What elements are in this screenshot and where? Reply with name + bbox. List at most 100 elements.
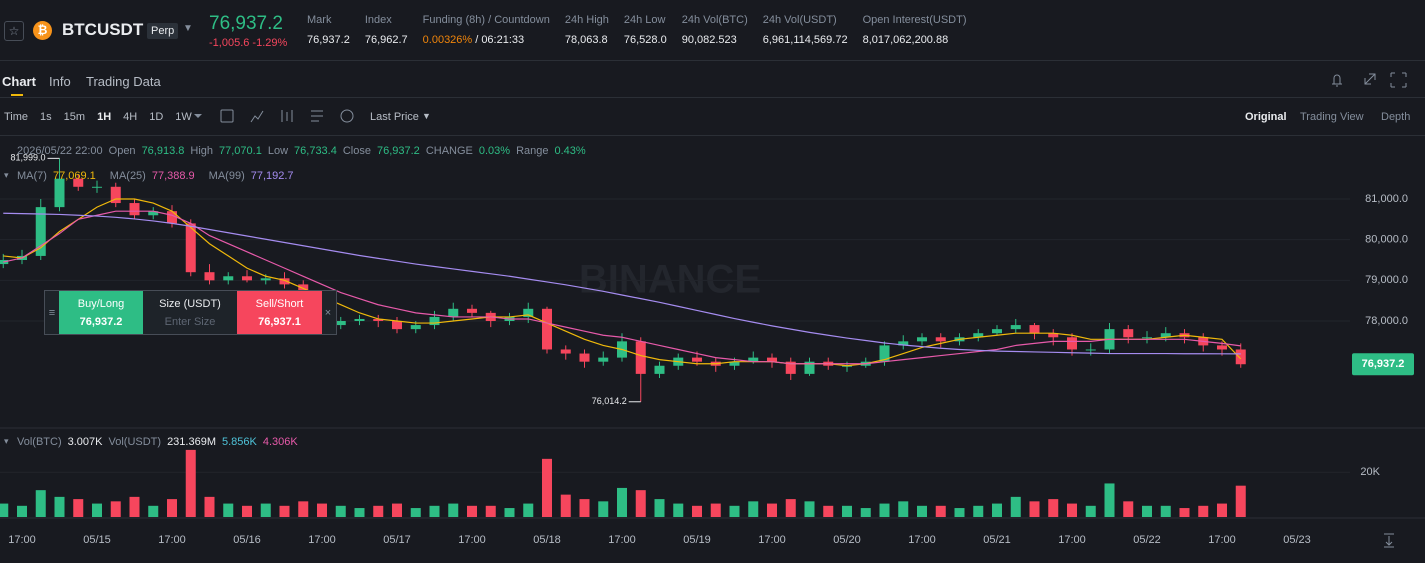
legend-text: 76,913.8 xyxy=(141,145,185,157)
candle-body xyxy=(1010,325,1021,330)
volume-bar xyxy=(692,505,702,517)
tab[interactable]: Chart xyxy=(2,74,36,89)
candle-icon[interactable] xyxy=(281,110,293,122)
buy-label: Buy/Long xyxy=(77,297,125,310)
stat-value: / 06:21:33 xyxy=(475,34,525,46)
ma-line xyxy=(3,210,1241,365)
view[interactable]: Depth xyxy=(1381,111,1411,123)
stat-value: 78,063.8 xyxy=(564,34,608,46)
view[interactable]: Original xyxy=(1245,111,1287,123)
x-tick-label: 17:00 xyxy=(308,534,336,546)
volume-bar xyxy=(1048,499,1059,517)
fullscreen-icon[interactable] xyxy=(1390,72,1407,88)
bell-icon[interactable] xyxy=(1332,74,1342,87)
toolbar-icons xyxy=(194,109,354,123)
candle-body xyxy=(54,178,65,208)
interval[interactable]: 1H xyxy=(97,111,112,123)
volume-bar xyxy=(1198,505,1209,517)
volume-bar xyxy=(92,503,102,517)
expand-icon[interactable] xyxy=(1364,73,1376,85)
close-widget[interactable]: × xyxy=(324,306,332,319)
candle-body xyxy=(523,308,534,317)
chart-type-icon[interactable] xyxy=(250,110,264,123)
volume-bar xyxy=(523,503,534,517)
interval[interactable]: 1D xyxy=(149,111,164,123)
stat: Open Interest(USDT) 8,017,062,200.88 xyxy=(863,14,967,46)
indicator-icon[interactable] xyxy=(220,109,234,123)
ma-value: 77,388.9 xyxy=(151,170,195,182)
stat: 24h Low 76,528.0 xyxy=(624,14,667,46)
legend-text: 77,070.1 xyxy=(219,145,262,157)
more-intervals[interactable] xyxy=(194,114,202,118)
volume-bar xyxy=(767,503,777,517)
interval[interactable]: 1W xyxy=(175,111,192,123)
candle-body xyxy=(129,203,140,216)
volume-bar xyxy=(823,505,834,517)
stat-label: 24h High xyxy=(564,14,609,26)
candle-body xyxy=(392,321,402,330)
stat-value-row: 76,528.0 xyxy=(624,34,667,46)
candle-body xyxy=(354,318,365,322)
candle-body xyxy=(279,278,290,285)
legend-eye[interactable]: ▾ xyxy=(4,170,9,180)
scroll-end-icon[interactable] xyxy=(1384,533,1394,548)
price-type[interactable]: Last Price xyxy=(370,111,419,123)
interval[interactable]: 4H xyxy=(123,111,138,123)
drag-handle[interactable]: ≡ xyxy=(48,306,56,319)
legend-text: Range xyxy=(516,145,549,157)
volume-bar xyxy=(635,490,646,517)
y-tick-label: 20K xyxy=(1360,466,1380,478)
volume-bar xyxy=(1123,501,1134,517)
settings-icon[interactable] xyxy=(311,110,323,122)
x-tick-label: 05/15 xyxy=(83,534,111,546)
intervals: Time 1s 15m 1H 4H 1D 1W xyxy=(4,111,192,123)
buy-button[interactable]: Buy/Long 76,937.2 xyxy=(59,291,143,334)
x-tick-label: 17:00 xyxy=(8,534,36,546)
candle-body xyxy=(73,178,84,187)
volume-bar xyxy=(1104,483,1115,517)
candle-body xyxy=(223,276,234,281)
sell-label: Sell/Short xyxy=(255,297,304,310)
favorite-star[interactable]: ☆ xyxy=(4,21,24,41)
view[interactable]: Trading View xyxy=(1300,111,1364,123)
volume-bar xyxy=(917,505,927,517)
candle-body xyxy=(542,308,552,350)
tab[interactable]: Info xyxy=(49,74,71,89)
chart-actions xyxy=(1332,72,1407,88)
y-tick-label: 80,000.0 xyxy=(1365,234,1408,246)
volume-bar xyxy=(185,449,196,517)
tab[interactable]: Trading Data xyxy=(86,74,161,89)
volume-bar xyxy=(279,505,290,517)
legend-text: Low xyxy=(267,145,289,157)
volume-bar xyxy=(35,490,46,517)
candle-body xyxy=(654,365,665,374)
volume-bar xyxy=(129,496,140,517)
tools-icon[interactable] xyxy=(340,109,354,123)
symbol[interactable]: BTCUSDT xyxy=(62,20,144,39)
volume-bar xyxy=(1010,496,1021,517)
volume-bar xyxy=(729,505,740,517)
x-tick-label: 17:00 xyxy=(158,534,186,546)
volume-bar xyxy=(1067,503,1077,517)
stat-value: 0.00326% xyxy=(422,34,473,46)
volume-bar xyxy=(110,501,121,517)
stat-value-row: 6,961,114,569.72 xyxy=(763,34,848,46)
sell-button[interactable]: Sell/Short 76,937.1 xyxy=(237,291,322,334)
candle-body xyxy=(1067,337,1077,350)
volume-bar xyxy=(542,458,552,517)
volume-bar xyxy=(898,501,909,517)
legend-eye[interactable]: ▾ xyxy=(4,436,9,446)
interval[interactable]: 1s xyxy=(40,111,52,123)
candle-body xyxy=(560,349,571,354)
symbol-dropdown[interactable]: ▼ xyxy=(183,23,193,34)
interval[interactable]: 15m xyxy=(63,111,86,123)
candle-body xyxy=(973,333,984,338)
candle-body xyxy=(748,357,759,362)
legend-text: High xyxy=(190,145,214,157)
stat-value: 8,017,062,200.88 xyxy=(862,34,949,46)
stat-value: 6,961,114,569.72 xyxy=(762,34,848,46)
max-label: 81,999.0 xyxy=(10,153,45,163)
watermark: BINANCE xyxy=(579,258,761,302)
x-tick-label: 05/16 xyxy=(233,534,261,546)
size-input[interactable]: Size (USDT) Enter Size xyxy=(143,291,237,334)
